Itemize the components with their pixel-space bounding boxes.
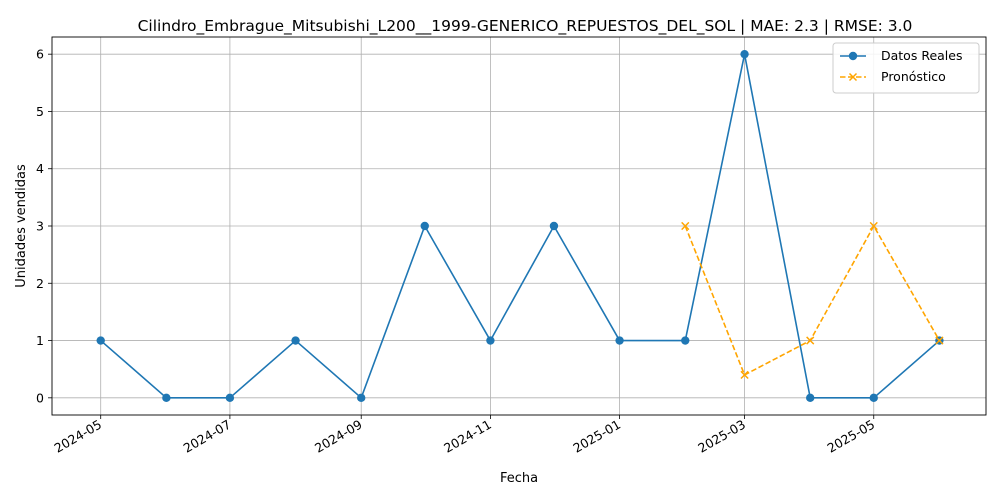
y-tick-label: 0 — [36, 390, 44, 405]
data-point-pronostico — [681, 221, 690, 231]
legend: Datos Reales Pronóstico — [832, 42, 980, 94]
data-point-datos-reales — [869, 393, 878, 403]
data-point-datos-reales — [96, 336, 105, 345]
data-point-pronostico — [740, 370, 749, 380]
y-tick-label: 6 — [36, 47, 44, 62]
data-point-datos-reales — [806, 393, 815, 403]
legend-marker-datos-reales — [848, 51, 858, 61]
data-point-pronostico — [806, 336, 815, 345]
y-tick-label: 5 — [36, 104, 44, 119]
data-point-datos-reales — [291, 336, 300, 345]
y-tick-label: 1 — [36, 333, 44, 348]
legend-label-pronostico: Pronóstico — [881, 69, 946, 84]
data-point-pronostico — [869, 221, 878, 231]
legend-marker-pronostico — [848, 72, 858, 82]
legend-frame — [832, 42, 980, 94]
data-point-datos-reales — [486, 336, 495, 345]
y-tick-label: 3 — [36, 219, 44, 234]
y-tick-label: 2 — [36, 276, 44, 291]
x-axis-label: Fecha — [500, 471, 538, 486]
data-point-datos-reales — [420, 221, 429, 231]
series-layer — [96, 49, 944, 403]
data-point-datos-reales — [740, 49, 749, 59]
y-tick-label: 4 — [36, 161, 44, 176]
data-point-datos-reales — [549, 221, 559, 231]
series-line-datos-reales — [100, 53, 940, 399]
plot-area-frame — [51, 36, 987, 416]
data-point-pronostico — [935, 336, 944, 345]
chart-title: Cilindro_Embrague_Mitsubishi_L200__1999-… — [138, 17, 913, 36]
data-point-datos-reales — [357, 393, 366, 403]
data-point-datos-reales — [681, 336, 690, 345]
data-point-datos-reales — [615, 336, 624, 345]
y-axis-label: Unidades vendidas — [14, 164, 29, 288]
data-point-datos-reales — [225, 393, 235, 403]
data-point-datos-reales — [162, 393, 171, 403]
legend-label-datos-reales: Datos Reales — [881, 48, 962, 63]
